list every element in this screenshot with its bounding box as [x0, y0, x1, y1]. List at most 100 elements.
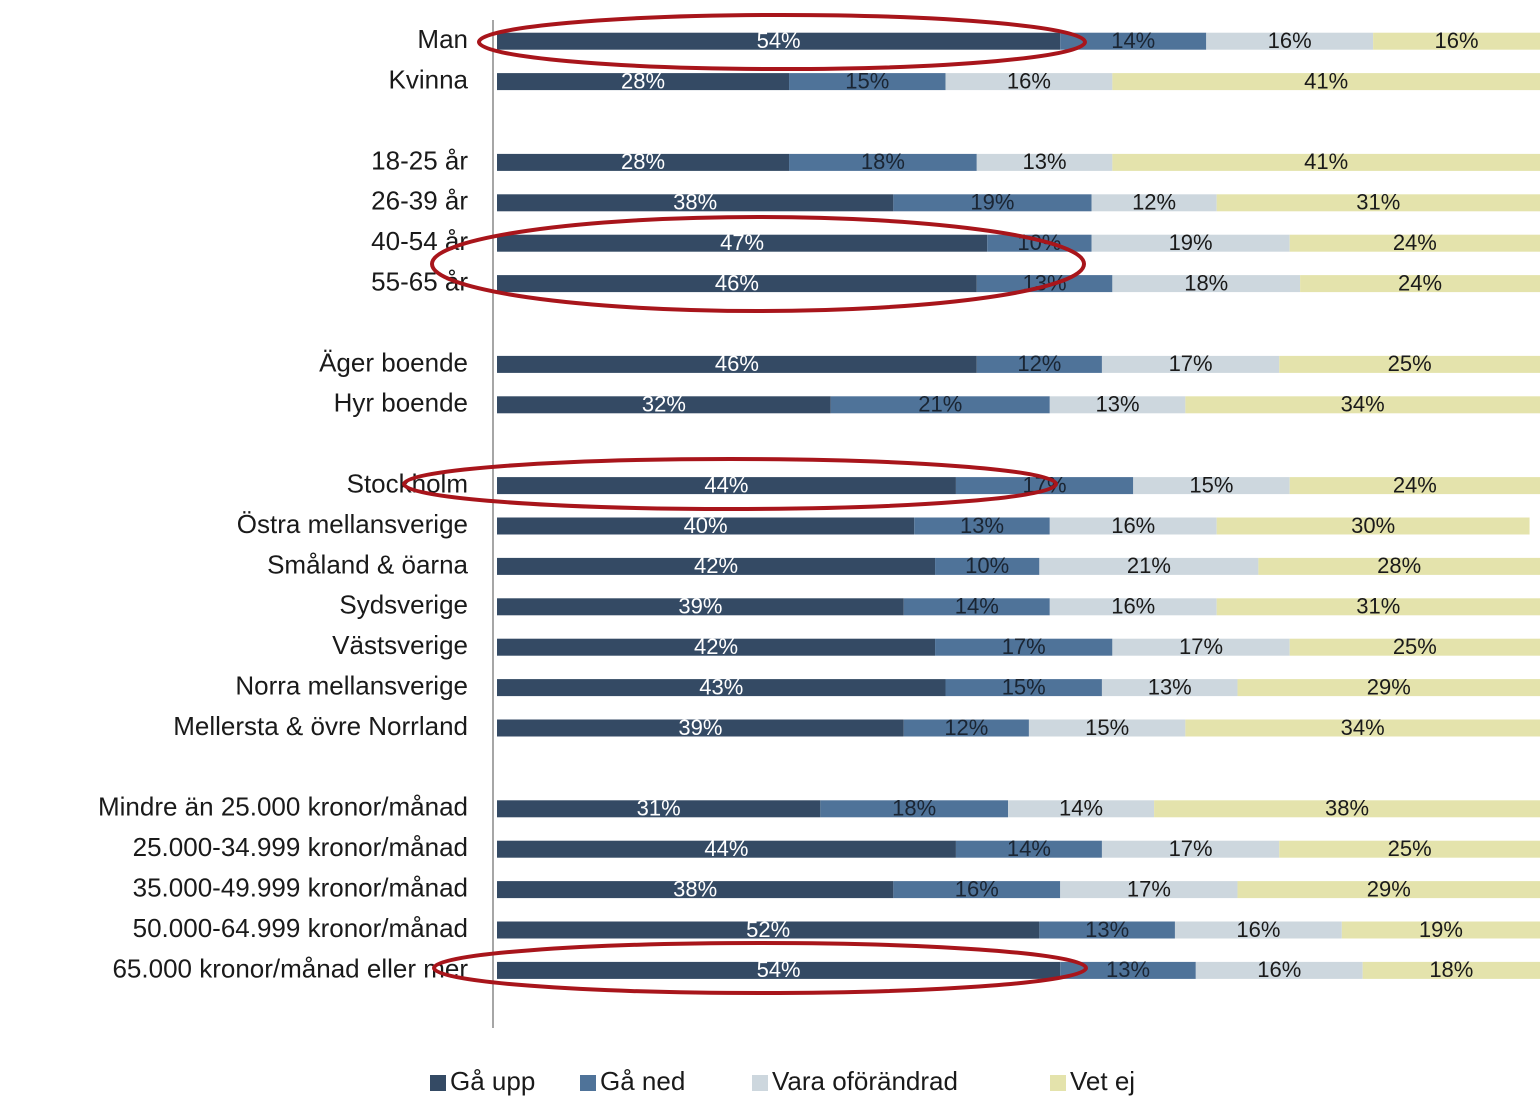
- bar-segment: [935, 557, 1040, 575]
- data-label: 19%: [1169, 230, 1213, 255]
- y-tick-label: Norra mellansverige: [235, 670, 468, 700]
- data-label: 39%: [678, 715, 722, 740]
- data-label: 17%: [1179, 634, 1223, 659]
- data-label: 31%: [637, 796, 681, 821]
- data-label: 13%: [1096, 392, 1140, 417]
- bar-segment: [1206, 32, 1374, 50]
- data-label: 29%: [1367, 674, 1411, 699]
- bar-segment: [820, 800, 1009, 818]
- data-label: 16%: [955, 876, 999, 901]
- data-label: 16%: [1257, 957, 1301, 982]
- y-tick-label: Västsverige: [332, 630, 468, 660]
- bar-segment: [903, 719, 1029, 737]
- bar-segment: [976, 275, 1113, 293]
- y-tick-label: Man: [417, 24, 468, 54]
- bar-segment: [1039, 921, 1175, 939]
- data-label: 46%: [715, 270, 759, 295]
- data-label: 28%: [621, 149, 665, 174]
- bar-segment: [497, 598, 904, 616]
- data-label: 16%: [1268, 28, 1312, 53]
- bar-segment: [1049, 396, 1186, 414]
- highlight-ellipse: [402, 457, 1058, 511]
- bar-segment: [914, 517, 1050, 535]
- legend-swatch: [580, 1075, 596, 1091]
- bar-segment: [1112, 275, 1301, 293]
- data-label: 15%: [845, 68, 889, 93]
- data-label: 14%: [1007, 836, 1051, 861]
- legend-swatch: [752, 1075, 768, 1091]
- bar-segment: [1185, 719, 1540, 737]
- data-label: 13%: [1023, 149, 1067, 174]
- y-tick-label: Hyr boende: [334, 388, 468, 418]
- bar-segment: [497, 881, 894, 899]
- bar-segment: [1133, 477, 1290, 495]
- y-tick-label: Mindre än 25.000 kronor/månad: [98, 792, 468, 822]
- bar-segment: [497, 800, 821, 818]
- data-label: 16%: [1435, 28, 1479, 53]
- data-label: 46%: [715, 351, 759, 376]
- bar-segment: [1258, 557, 1540, 575]
- bar-segment: [1237, 679, 1540, 697]
- bar-segment: [1060, 881, 1238, 899]
- bar-segment: [1289, 477, 1540, 495]
- bar-segment: [1216, 517, 1530, 535]
- bar-segment: [497, 355, 977, 373]
- data-label: 25%: [1388, 351, 1432, 376]
- bar-segment: [497, 73, 790, 91]
- data-label: 34%: [1341, 715, 1385, 740]
- data-label: 15%: [1002, 674, 1046, 699]
- data-label: 13%: [1148, 674, 1192, 699]
- bar-segment: [497, 638, 936, 656]
- data-label: 42%: [694, 634, 738, 659]
- bar-segment: [1185, 396, 1540, 414]
- legend-label: Vara oförändrad: [772, 1066, 958, 1096]
- data-label: 31%: [1356, 594, 1400, 619]
- data-label: 19%: [1419, 917, 1463, 942]
- data-label: 54%: [757, 957, 801, 982]
- bar-segment: [1112, 153, 1540, 171]
- plot-area: Man 54% 14% 16% 16% Kvinna 28% 15% 16% 41% 18-25 å…: [98, 24, 1540, 983]
- data-label: 12%: [1132, 190, 1176, 215]
- data-label: 19%: [970, 190, 1014, 215]
- data-label: 24%: [1398, 270, 1442, 295]
- bar-segment: [976, 153, 1113, 171]
- bar-segment: [955, 840, 1102, 858]
- data-label: 41%: [1304, 149, 1348, 174]
- data-label: 25%: [1388, 836, 1432, 861]
- data-label: 13%: [960, 513, 1004, 538]
- data-label: 13%: [1106, 957, 1150, 982]
- legend: Gå upp Gå ned Vara oförändrad Vet ej: [430, 1066, 1135, 1096]
- y-tick-label: 65.000 kronor/månad eller mer: [112, 953, 468, 983]
- data-label: 32%: [642, 392, 686, 417]
- y-tick-label: Småland & öarna: [267, 549, 468, 579]
- bar-segment: [1279, 355, 1540, 373]
- bar-segment: [1091, 194, 1217, 212]
- highlight-ellipse: [432, 941, 1088, 995]
- bar-segment: [935, 638, 1113, 656]
- bar-segment: [1101, 840, 1280, 858]
- bar-segment: [1341, 921, 1540, 939]
- data-label: 30%: [1351, 513, 1395, 538]
- bar-segment: [497, 153, 790, 171]
- bar-segment: [1174, 921, 1342, 939]
- data-label: 44%: [704, 472, 748, 497]
- data-label: 12%: [1017, 351, 1061, 376]
- data-label: 47%: [720, 230, 764, 255]
- bar-segment: [1060, 32, 1207, 50]
- bar-segment: [1289, 638, 1540, 656]
- data-label: 39%: [678, 594, 722, 619]
- data-label: 18%: [892, 796, 936, 821]
- data-label: 24%: [1393, 230, 1437, 255]
- data-label: 38%: [673, 190, 717, 215]
- bar-segment: [1112, 73, 1540, 91]
- data-label: 10%: [965, 553, 1009, 578]
- bar-segment: [1289, 234, 1540, 252]
- data-label: 21%: [918, 392, 962, 417]
- data-label: 21%: [1127, 553, 1171, 578]
- bar-segment: [955, 477, 1134, 495]
- bar-segment: [789, 73, 946, 91]
- bar-segment: [1028, 719, 1186, 737]
- bar-segment: [1049, 517, 1217, 535]
- bar-segment: [497, 194, 894, 212]
